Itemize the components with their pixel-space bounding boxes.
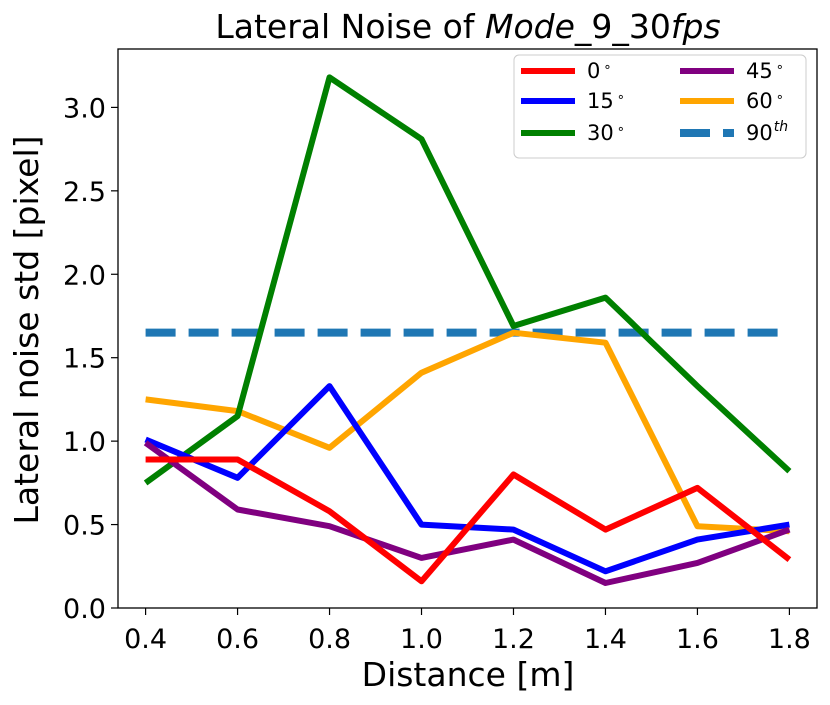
degree-symbol: ∘ <box>776 60 784 75</box>
chart-title: Lateral Noise of Mode_9_30fps <box>215 7 720 46</box>
legend-label-threshold: 90th <box>746 119 788 145</box>
x-tick-label: 1.6 <box>676 624 719 655</box>
degree-symbol: ∘ <box>603 60 611 75</box>
y-tick-label: 3.0 <box>63 93 106 124</box>
legend-value: 60 <box>746 89 773 113</box>
degree-symbol: ∘ <box>617 122 625 137</box>
series-line-0deg <box>145 456 792 585</box>
chart-title-fps: fps <box>671 7 721 46</box>
legend-label-45deg: 45 ∘ <box>746 59 784 83</box>
x-axis-label: Distance [m] <box>362 655 575 694</box>
y-tick-label: 2.0 <box>63 260 106 291</box>
legend-label-0deg: 0 ∘ <box>587 59 612 83</box>
legend-value: 0 <box>587 59 600 83</box>
x-tick-label: 0.8 <box>308 624 351 655</box>
x-tick-label: 1.8 <box>768 624 811 655</box>
legend-label-30deg: 30 ∘ <box>587 121 625 145</box>
legend-value: 15 <box>587 89 614 113</box>
series-line-30deg <box>143 74 792 486</box>
legend-superscript: th <box>774 119 788 135</box>
plot-frame <box>117 48 818 609</box>
x-tick-label: 0.4 <box>124 624 167 655</box>
legend-label-15deg: 15 ∘ <box>587 89 625 113</box>
x-tick-label: 1.2 <box>492 624 535 655</box>
chart-title-mid: _9_30 <box>574 7 671 46</box>
chart-title-prefix: Lateral Noise of <box>215 7 485 46</box>
legend: 0 ∘15 ∘30 ∘45 ∘60 ∘90th <box>513 54 807 159</box>
series-line-60deg <box>145 329 790 535</box>
legend-label-60deg: 60 ∘ <box>746 89 784 113</box>
x-tick-label: 1.4 <box>584 624 627 655</box>
chart-title-mode: Mode <box>485 7 575 46</box>
legend-value: 45 <box>746 59 773 83</box>
series-layer <box>143 74 792 586</box>
degree-symbol: ∘ <box>776 90 784 105</box>
y-tick-label: 0.5 <box>63 511 106 542</box>
y-tick-label: 0.0 <box>63 594 106 625</box>
y-tick-label: 1.0 <box>63 427 106 458</box>
legend-value: 90 <box>746 121 773 145</box>
degree-symbol: ∘ <box>617 90 625 105</box>
x-tick-label: 1.0 <box>400 624 443 655</box>
legend-value: 30 <box>587 121 614 145</box>
series-line-45deg <box>143 440 791 586</box>
y-tick-label: 2.5 <box>63 177 106 208</box>
y-tick-label: 1.5 <box>63 344 106 375</box>
tick-layer: 0.4 0.6 0.8 1.0 1.2 1.4 1.6 1.8 0.0 0.5 1.0 1.5 2.0 2… <box>63 93 811 655</box>
y-axis-label: Lateral noise std [pixel] <box>7 136 46 525</box>
x-tick-label: 0.6 <box>216 624 259 655</box>
